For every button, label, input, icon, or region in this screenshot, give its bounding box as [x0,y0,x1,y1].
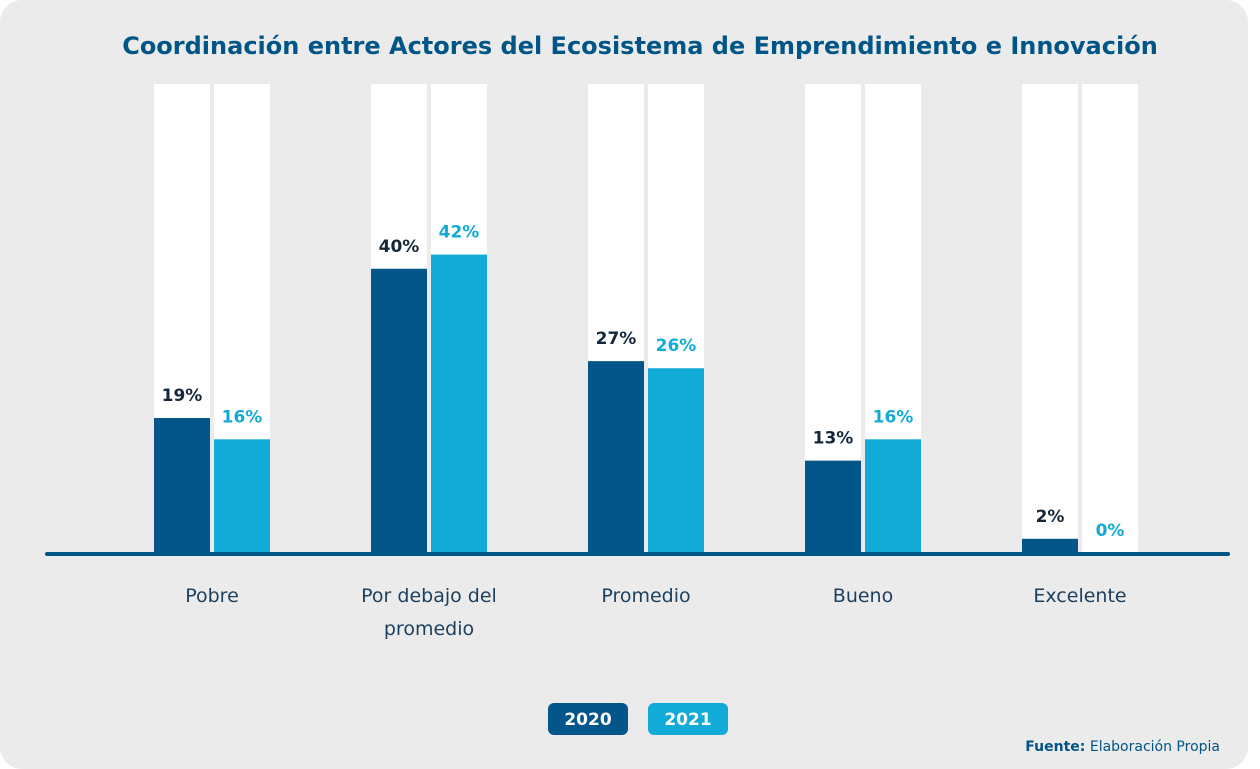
x-tick-label: Pobre [185,585,239,607]
bar [648,368,704,553]
category-label-box: Pobre [185,585,239,607]
bar [805,460,861,553]
chart-title: Coordinación entre Actores del Ecosistem… [122,32,1158,60]
legend-swatch [648,703,728,735]
bar-track [1082,84,1138,553]
bar [154,417,210,553]
x-tick-label: Bueno [832,585,894,607]
x-tick-label: Excelente [1033,585,1127,607]
bar [588,361,644,553]
category-label-box: Excelente [1033,585,1127,607]
category-label-box: Por debajo del promedio [361,585,497,640]
source-text: Elaboración Propia [1090,739,1220,755]
legend-label: 2021 [664,710,711,730]
category-label-box: Bueno [832,585,894,607]
bar [371,268,427,553]
value-label: 16% [873,407,914,427]
bar [214,439,270,553]
bar [1022,538,1078,553]
bar [865,439,921,553]
value-label: 19% [162,386,203,406]
value-label: 16% [222,407,263,427]
source: Fuente: Elaboración Propia [1025,739,1220,755]
category-label-box: Promedio [601,585,691,607]
legend-swatch [548,703,628,735]
x-tick-label: Promedio [601,585,691,607]
source-label: Fuente: [1025,739,1085,755]
bar-track [1022,84,1078,553]
legend-label: 2020 [564,710,611,730]
value-label: 13% [813,429,854,449]
value-label: 42% [439,223,480,243]
bar [431,254,487,553]
value-label: 26% [656,336,697,356]
value-label: 0% [1096,521,1125,541]
value-label: 2% [1036,507,1065,527]
value-label: 40% [379,237,420,257]
value-label: 27% [596,329,637,349]
x-tick-label: Por debajo del promedio [361,585,497,640]
